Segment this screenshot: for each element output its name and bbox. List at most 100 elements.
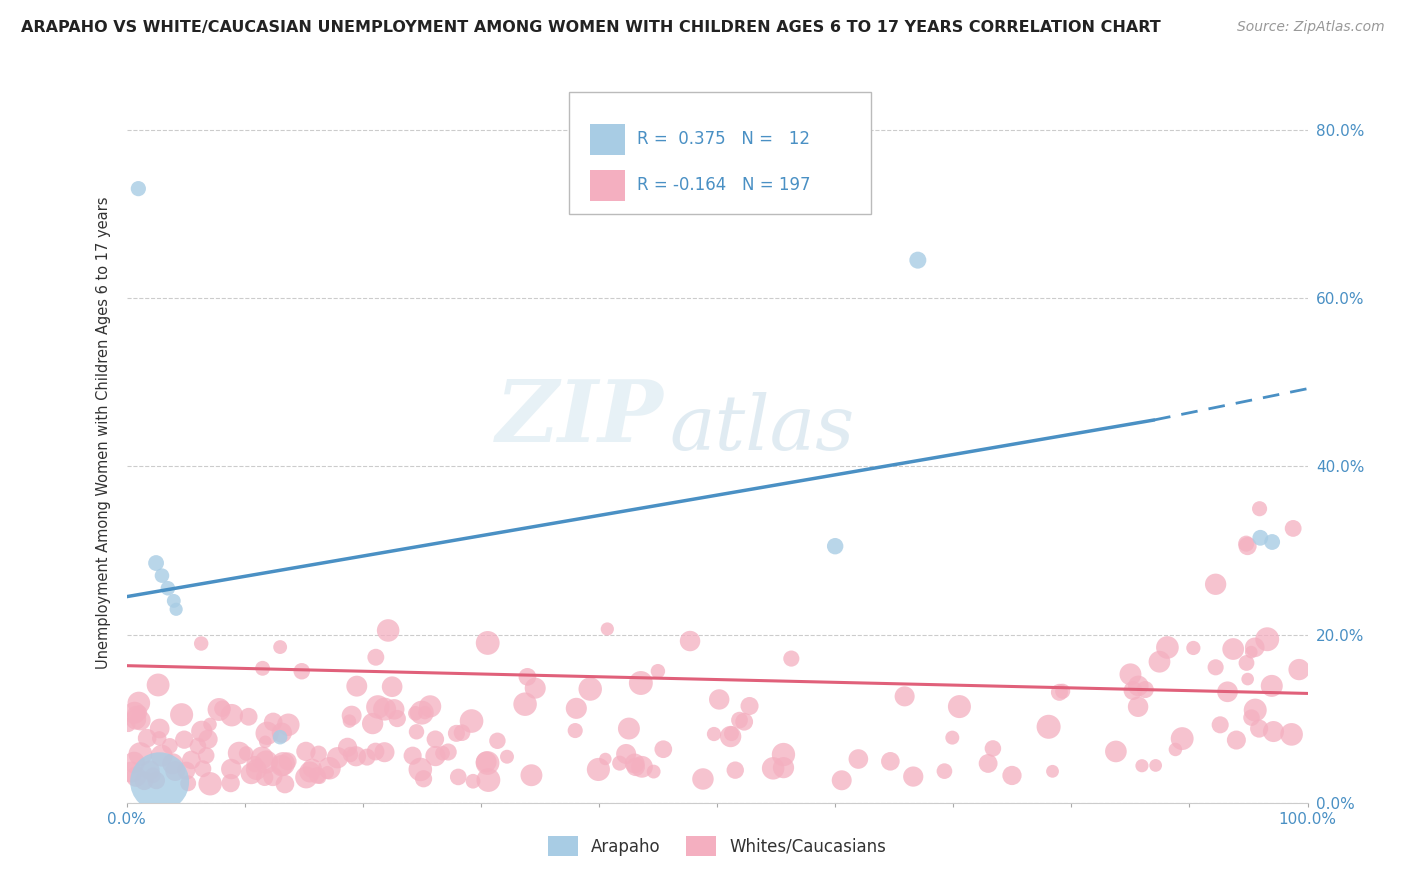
Point (588, 763, 610, 777)
Point (165, 602, 187, 616)
Point (170, 707, 193, 722)
Point (709, 692, 731, 706)
Point (1243, 640, 1265, 655)
Point (195, 748, 218, 763)
Point (295, 771, 318, 785)
Point (475, 755, 498, 769)
Point (142, 768, 165, 782)
Point (149, 774, 172, 789)
Point (367, 700, 389, 714)
Point (277, 754, 299, 768)
Point (381, 680, 404, 694)
Point (318, 761, 340, 775)
Point (1261, 679, 1284, 693)
Point (524, 681, 547, 695)
Point (177, 776, 200, 790)
Point (720, 726, 742, 740)
Point (432, 746, 454, 760)
Point (165, 764, 187, 778)
Point (413, 706, 436, 720)
Point (245, 763, 267, 777)
Point (692, 772, 714, 786)
Point (720, 730, 742, 744)
Point (425, 749, 447, 764)
FancyBboxPatch shape (589, 124, 624, 155)
Point (150, 568, 173, 582)
Point (477, 772, 499, 787)
Point (262, 769, 284, 783)
Point (948, 699, 970, 714)
Point (772, 747, 794, 762)
Point (228, 746, 250, 760)
Point (643, 764, 665, 779)
Point (1288, 663, 1310, 677)
Point (134, 773, 156, 788)
Point (1244, 703, 1267, 717)
Point (609, 756, 631, 771)
Point (298, 764, 321, 779)
Point (124, 707, 146, 722)
Point (1256, 632, 1278, 647)
Point (1249, 531, 1271, 545)
Point (404, 706, 426, 721)
Point (934, 764, 956, 779)
Point (460, 714, 482, 728)
Point (254, 755, 277, 769)
Point (136, 731, 159, 746)
Point (1282, 521, 1305, 535)
Point (409, 763, 432, 777)
Point (125, 770, 148, 784)
Point (652, 742, 675, 756)
Point (1156, 640, 1178, 655)
Point (564, 723, 586, 738)
Point (340, 708, 363, 723)
Point (1209, 718, 1232, 732)
Point (356, 750, 378, 764)
Point (977, 756, 1000, 771)
Point (382, 702, 405, 716)
Point (595, 752, 617, 766)
Point (846, 752, 869, 766)
Text: Source: ZipAtlas.com: Source: ZipAtlas.com (1237, 20, 1385, 34)
Point (614, 747, 637, 761)
Point (139, 763, 162, 777)
Point (344, 749, 367, 764)
Point (1126, 699, 1149, 714)
Point (1182, 640, 1205, 655)
Point (308, 747, 330, 761)
Point (326, 750, 349, 764)
Point (148, 731, 170, 746)
Point (221, 708, 243, 723)
Point (446, 726, 468, 740)
Point (270, 725, 292, 739)
Point (256, 726, 278, 740)
Text: R = -0.164   N = 197: R = -0.164 N = 197 (637, 177, 810, 194)
Point (163, 594, 186, 608)
Point (1249, 501, 1271, 516)
FancyBboxPatch shape (569, 92, 870, 214)
Point (1205, 577, 1227, 591)
Point (208, 702, 231, 716)
Point (150, 748, 173, 763)
Text: atlas: atlas (669, 392, 855, 466)
Point (191, 724, 214, 739)
Point (1234, 536, 1257, 550)
Point (879, 754, 901, 768)
Point (451, 725, 474, 739)
Point (724, 763, 747, 777)
Point (520, 768, 543, 782)
Point (240, 766, 263, 780)
Point (162, 756, 184, 771)
Point (1135, 682, 1157, 697)
Point (145, 773, 167, 788)
Point (339, 747, 361, 762)
Point (339, 714, 361, 728)
Point (211, 701, 233, 715)
Point (129, 714, 152, 728)
Point (1042, 764, 1064, 779)
Point (128, 696, 150, 710)
Point (679, 634, 702, 648)
Point (198, 777, 221, 791)
Point (1149, 655, 1171, 669)
Point (197, 732, 219, 747)
